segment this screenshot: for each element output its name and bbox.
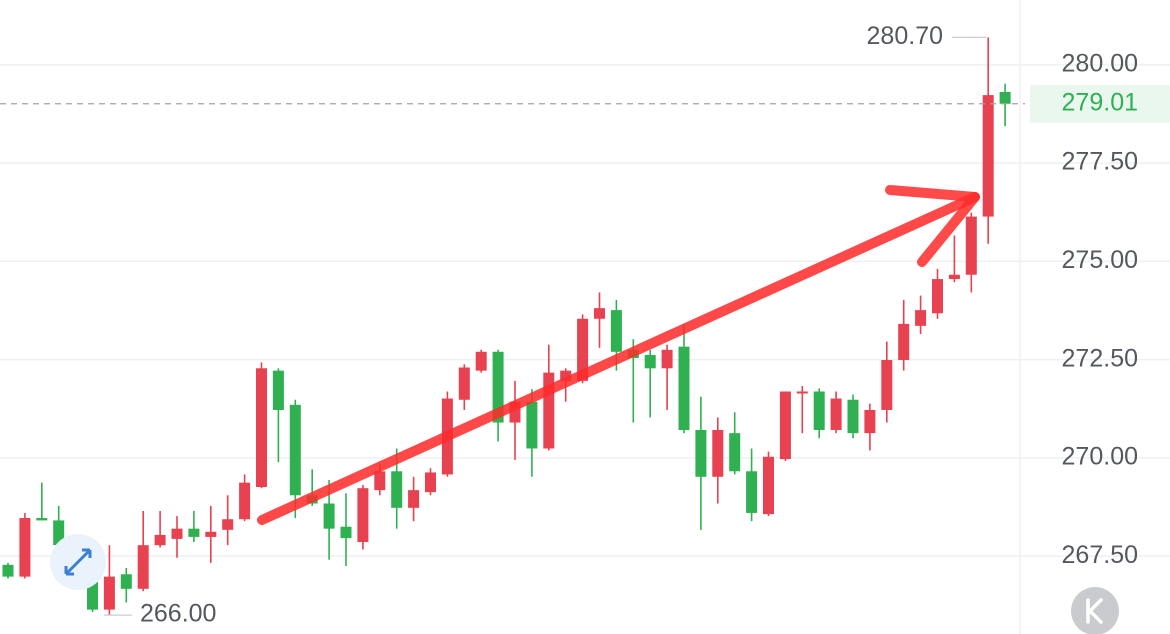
candle-body (999, 91, 1011, 104)
candle-body (256, 368, 267, 487)
candle-body (408, 490, 420, 508)
candle-body (357, 488, 369, 543)
candle-body (509, 401, 521, 423)
candle-body (830, 398, 842, 431)
candle-body (932, 279, 943, 314)
candle-body (188, 528, 200, 537)
candle-body (391, 471, 403, 508)
candle-body (458, 367, 470, 400)
candle-body (813, 391, 825, 431)
zoom-icon[interactable] (50, 534, 106, 590)
candle-body (222, 519, 234, 530)
y-tick-label: 277.50 (1062, 148, 1138, 176)
candle-body (475, 351, 487, 371)
candle-body (779, 391, 791, 460)
candle-body (239, 482, 251, 520)
candle-body (560, 370, 572, 381)
candle-body (120, 574, 132, 589)
candle-body (53, 520, 65, 546)
candle-body (746, 471, 758, 513)
candle-body (272, 370, 284, 410)
candle-body (289, 404, 301, 496)
last-price-tag (1030, 84, 1170, 123)
plot: 267.50 270.00 272.50 275.00 277.50 280.00 280.… (0, 22, 1170, 628)
candle-body (543, 372, 555, 449)
candle-body (695, 430, 707, 477)
candle-body (610, 310, 622, 352)
candle-body (154, 534, 166, 546)
candle-body (763, 456, 774, 515)
candle-body (847, 399, 859, 434)
candle-body (881, 360, 893, 410)
candle-body (425, 472, 436, 493)
candle-body (171, 528, 183, 539)
candle-body (492, 351, 504, 423)
y-tick-label: 270.00 (1062, 443, 1138, 471)
trend-arrow (257, 185, 980, 525)
candle-body (526, 401, 538, 449)
candle-body (948, 274, 960, 280)
candle-body (796, 391, 808, 394)
candle-body (594, 308, 605, 319)
candle-body (729, 433, 741, 472)
candle-body (678, 346, 690, 431)
y-tick-label: 280.00 (1062, 49, 1138, 77)
candle-body (661, 349, 673, 369)
candle-body (19, 518, 31, 577)
candle-body (644, 354, 656, 369)
last-price-label: 279.01 (1062, 88, 1138, 116)
candle-body (36, 518, 48, 521)
candle-body (712, 430, 724, 477)
candle-body (323, 503, 335, 529)
candle-body (982, 95, 994, 217)
low-marker-label: 266.00 (140, 600, 216, 628)
y-tick-label: 267.50 (1062, 541, 1138, 569)
kline-button[interactable] (1071, 587, 1119, 634)
candle-body (864, 409, 876, 434)
candle-body (205, 531, 217, 537)
y-tick-label: 272.50 (1062, 344, 1138, 372)
high-marker-label: 280.70 (867, 22, 943, 50)
y-tick-label: 275.00 (1062, 246, 1138, 274)
candle-body (915, 310, 927, 326)
candle-body (340, 526, 352, 539)
candle-body (965, 216, 977, 275)
candle-body (898, 323, 910, 361)
candle-body (374, 471, 386, 491)
candle-body (577, 318, 589, 381)
candle-body (137, 545, 149, 589)
candle-body (103, 576, 115, 610)
candle-body (2, 564, 14, 577)
